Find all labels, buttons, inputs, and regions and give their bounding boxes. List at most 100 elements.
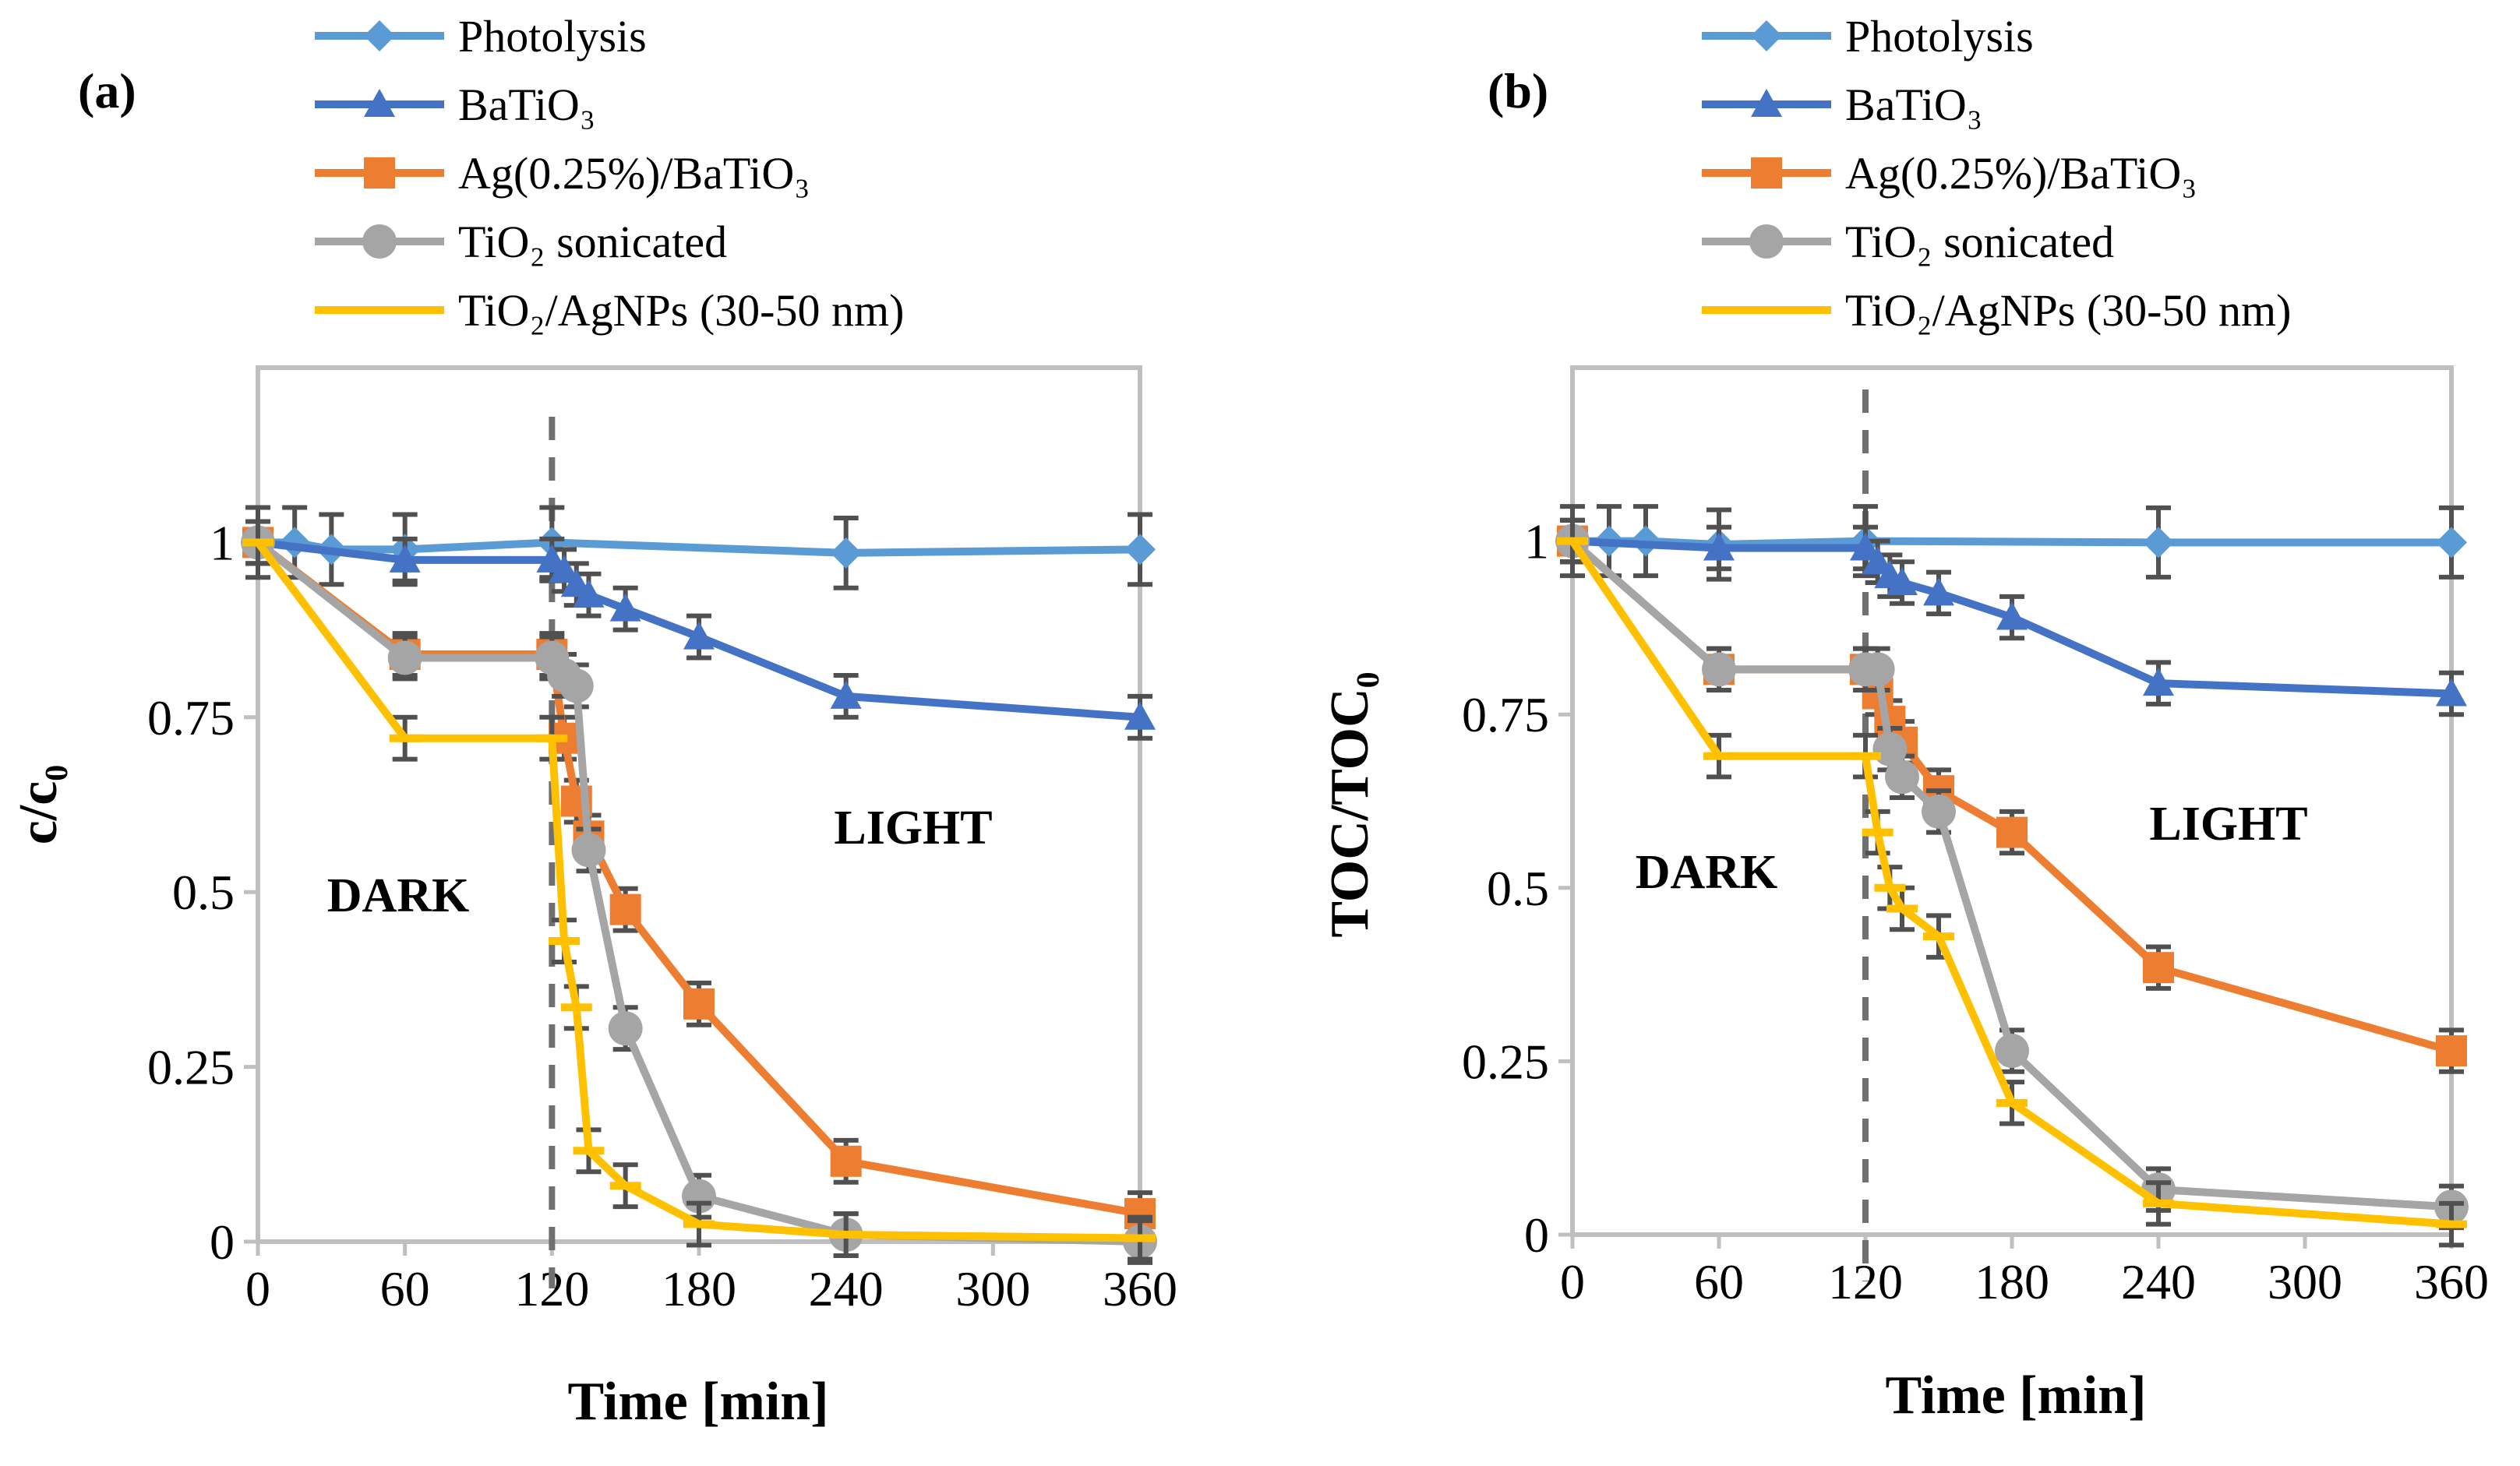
x-tick-label: 0 [245,1261,270,1316]
y-tick-label: 0.75 [1462,687,1549,742]
legend-label: BaTiO₃ [458,79,595,130]
data-point-circle [559,668,594,703]
data-point-square [364,157,395,189]
data-point-triangle [1850,532,1881,561]
data-point-triangle [1124,701,1156,730]
plot-area-border [256,365,1142,1244]
data-point-circle [571,833,606,868]
legend-label: TiO₂ sonicated [1845,217,2114,267]
y-tick-label: 0.25 [147,1040,235,1095]
x-tick-label: 300 [955,1261,1030,1316]
legend-label: Photolysis [458,11,647,62]
x-tick-label: 60 [380,1261,430,1316]
data-point-triangle [389,544,421,573]
dark-annotation: DARK [327,869,470,922]
data-point-square [830,1145,862,1177]
y-axis-title: c/c₀ [9,765,69,845]
data-point-square [609,893,641,925]
x-tick-label: 180 [1975,1254,2049,1309]
y-axis-title: TOC/TOC₀ [1320,671,1380,937]
data-point-circle [1995,1034,2029,1069]
series-1 [242,519,1156,741]
x-tick-label: 180 [662,1261,736,1316]
legend: Photolysis BaTiO₃ Ag(0.25%)/BaTiO₃ TiO₂ son… [1702,11,2291,336]
panel-label: (a) [78,63,136,118]
y-tick-label: 0.25 [1462,1034,1549,1089]
dark-annotation: DARK [1636,846,1778,899]
y-tick-label: 0 [210,1214,235,1270]
legend-label: Ag(0.25%)/BaTiO₃ [458,148,810,199]
x-axis-title: Time [min] [1885,1366,2146,1425]
data-point-square [1751,157,1782,189]
series-3 [1555,517,2469,1231]
series-4 [242,519,1156,1262]
light-annotation: LIGHT [834,802,992,855]
x-tick-label: 0 [1560,1254,1585,1309]
y-tick-label: 0.5 [172,865,235,920]
y-tick-label: 1 [1524,514,1549,569]
legend-label: Photolysis [1845,11,2034,62]
data-point-triangle [1862,546,1894,575]
data-point-triangle [2143,668,2174,696]
data-point-triangle [1886,567,1918,596]
data-point-square [2143,952,2174,984]
data-point-diamond [830,537,862,569]
series-line [258,538,1141,557]
data-point-triangle [1703,532,1735,561]
x-tick-label: 360 [2414,1254,2489,1309]
series-1 [1557,517,2467,717]
series-0 [1557,504,2467,582]
legend: Photolysis BaTiO₃ Ag(0.25%)/BaTiO₃ TiO₂ son… [315,11,904,336]
series-line [1569,538,2452,1228]
data-point-triangle [549,555,581,583]
data-point-circle [608,1011,643,1046]
light-annotation: LIGHT [2149,798,2307,851]
data-point-diamond [1124,534,1156,566]
data-point-square [683,988,715,1020]
series-line [255,539,1141,1246]
series-0 [242,505,1156,590]
data-point-circle [1749,224,1784,259]
data-point-triangle [1751,89,1782,117]
legend-label: BaTiO₃ [1845,79,1982,130]
data-point-triangle [1923,577,1954,606]
data-point-circle [1922,794,1956,829]
data-point-circle [1885,759,1919,795]
legend-label: TiO₂ sonicated [458,217,727,267]
data-point-circle [1702,652,1736,687]
series-line [255,540,1141,1242]
series-4 [1557,517,2467,1248]
data-point-square [2436,1035,2467,1067]
data-point-triangle [609,593,641,622]
data-point-triangle [364,89,395,117]
data-point-diamond [364,20,395,51]
y-tick-label: 0.75 [147,690,235,745]
y-tick-label: 0.5 [1487,861,1549,916]
y-tick-label: 0 [1524,1207,1549,1263]
data-point-circle [387,640,422,675]
data-point-circle [1872,731,1908,766]
panel-label: (b) [1488,63,1548,118]
data-point-diamond [1751,20,1782,51]
y-tick-label: 1 [210,515,235,570]
x-tick-label: 240 [2121,1254,2196,1309]
x-tick-label: 300 [2268,1254,2342,1309]
legend-label: TiO₂/AgNPs (30-50 nm) [458,285,904,336]
data-point-triangle [573,579,605,608]
legend-label: TiO₂/AgNPs (30-50 nm) [1845,285,2291,336]
data-point-circle [362,224,397,259]
data-point-triangle [830,680,862,709]
x-axis-title: Time [min] [567,1372,828,1432]
data-point-diamond [2436,527,2467,559]
data-point-diamond [2143,527,2174,559]
x-tick-label: 360 [1103,1261,1177,1316]
x-tick-label: 60 [1694,1254,1744,1309]
legend-label: Ag(0.25%)/BaTiO₃ [1845,148,2197,199]
data-point-triangle [2436,678,2467,707]
data-point-triangle [683,621,715,650]
data-point-circle [1860,652,1895,687]
data-point-square [1996,816,2028,848]
